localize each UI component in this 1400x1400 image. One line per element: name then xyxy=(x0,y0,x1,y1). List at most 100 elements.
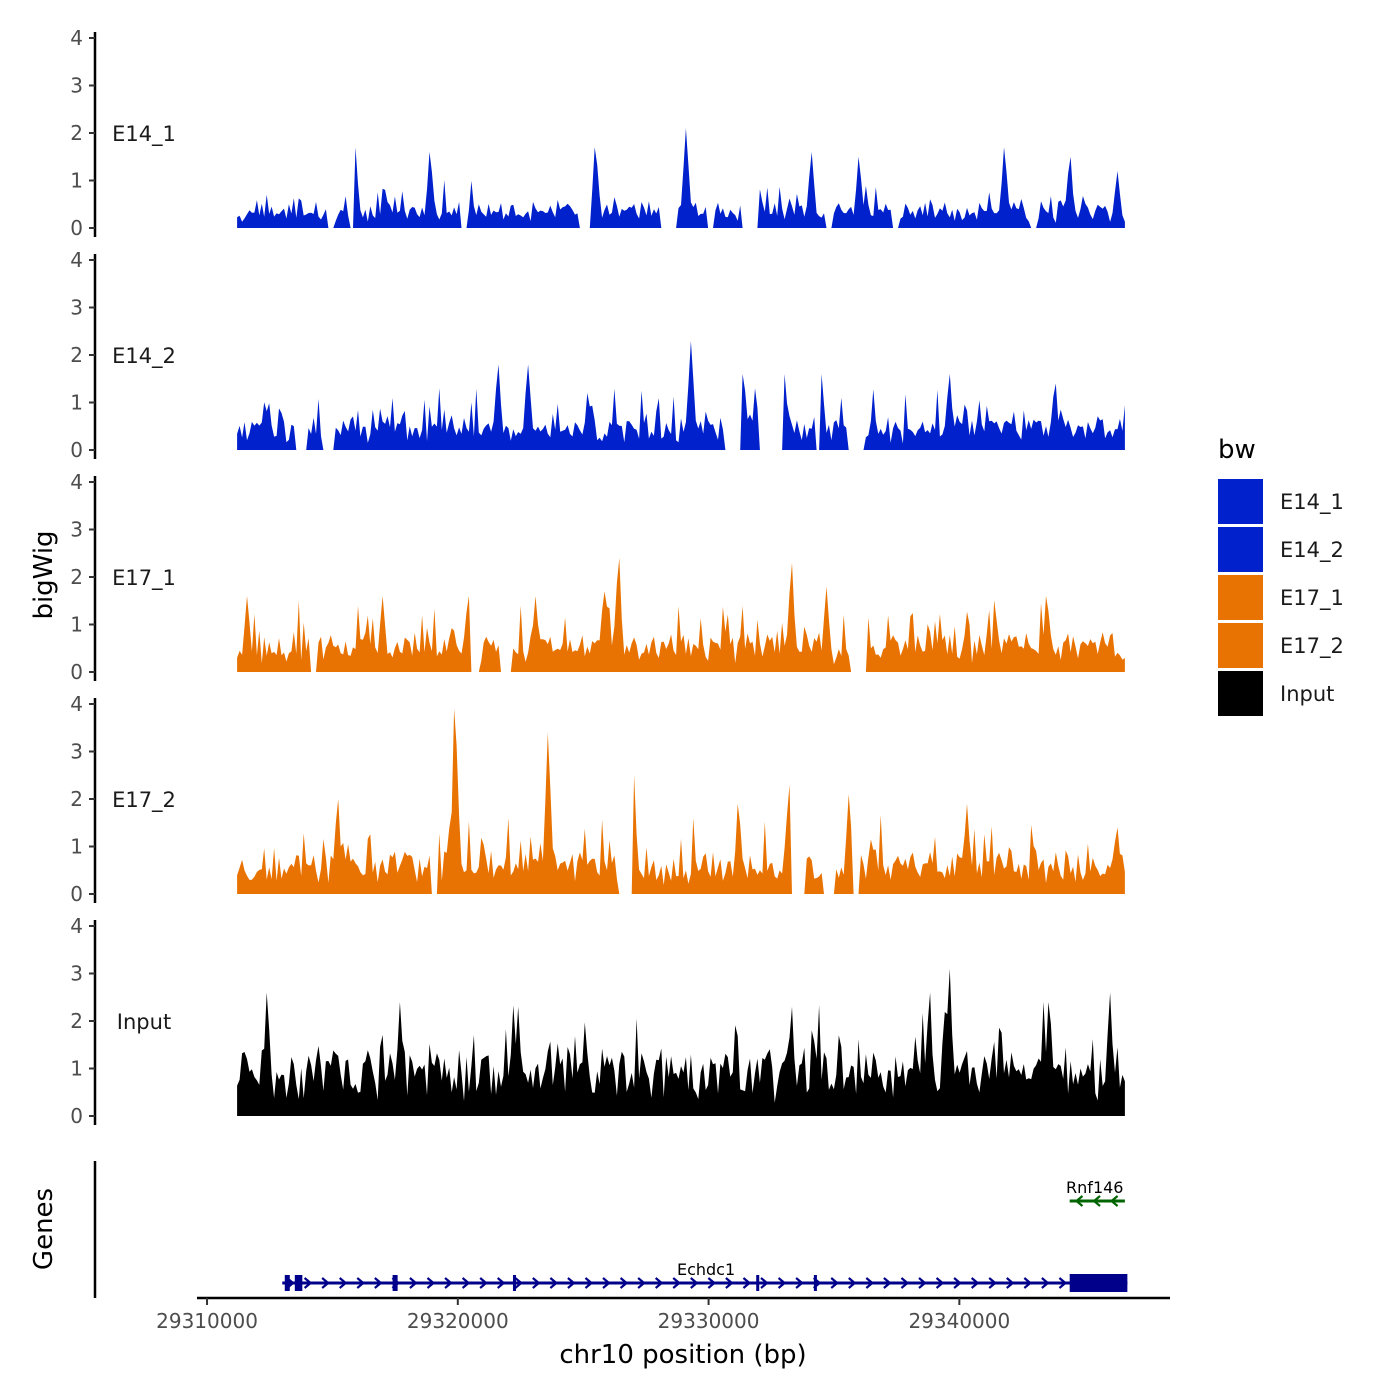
exon xyxy=(284,1275,290,1291)
strand-arrow xyxy=(777,1277,787,1289)
strand-arrow xyxy=(970,1277,980,1289)
strand-arrow xyxy=(374,1277,383,1289)
coverage-area xyxy=(237,708,1125,894)
y-tick-label: 2 xyxy=(70,121,83,145)
strand-arrow xyxy=(584,1277,594,1289)
y-tick-label: 2 xyxy=(70,343,83,367)
strand-arrow xyxy=(1023,1277,1033,1289)
legend: E14_1 E14_2 E17_1 E17_2 Input xyxy=(1218,479,1344,716)
y-tick-label: 4 xyxy=(70,692,83,716)
legend-label: E14_1 xyxy=(1280,490,1344,515)
strand-arrow xyxy=(672,1277,681,1289)
exon xyxy=(512,1275,516,1291)
track-label: E17_2 xyxy=(112,788,176,813)
legend-swatch xyxy=(1218,479,1263,524)
y-tick-label: 4 xyxy=(70,914,83,938)
coverage-area xyxy=(237,340,1125,450)
strand-arrow xyxy=(1092,1195,1101,1207)
strand-arrow xyxy=(479,1277,488,1289)
exon xyxy=(1069,1274,1128,1292)
genes-panel: Rnf146 Echdc1 xyxy=(93,1161,1128,1298)
strand-arrow xyxy=(1109,1195,1119,1207)
y-tick-label: 1 xyxy=(70,835,83,859)
legend-swatch xyxy=(1218,575,1263,620)
strand-arrow xyxy=(514,1277,523,1289)
y-tick-label: 1 xyxy=(70,1057,83,1081)
x-tick-label: 29330000 xyxy=(658,1309,760,1333)
y-tick-label: 0 xyxy=(70,216,83,240)
x-tick-label: 29310000 xyxy=(156,1309,258,1333)
legend-swatch xyxy=(1218,527,1263,572)
y-tick-label: 2 xyxy=(70,1009,83,1033)
legend-title: bw xyxy=(1218,435,1256,465)
strand-arrow xyxy=(637,1277,646,1289)
gene-rnf146: Rnf146 xyxy=(1066,1178,1125,1207)
track-label: E14_2 xyxy=(112,344,176,369)
y-tick-label: 1 xyxy=(70,613,83,637)
y-tick-label: 3 xyxy=(70,296,83,320)
strand-arrow xyxy=(338,1277,348,1289)
x-axis-title: chr10 position (bp) xyxy=(559,1340,806,1370)
strand-arrow xyxy=(532,1277,541,1289)
strand-arrow xyxy=(935,1277,945,1289)
strand-arrow xyxy=(496,1277,506,1289)
y-tick-label: 4 xyxy=(70,26,83,50)
y-tick-label: 2 xyxy=(70,565,83,589)
y-tick-label: 1 xyxy=(70,169,83,193)
strand-arrow xyxy=(1058,1277,1068,1289)
strand-arrow xyxy=(356,1277,365,1289)
track-E14_2: 0 1 2 3 4 E14_2 xyxy=(70,248,1125,462)
gene-label: Echdc1 xyxy=(677,1260,735,1279)
legend-swatch xyxy=(1218,623,1263,668)
y-tick-label: 0 xyxy=(70,1104,83,1128)
strand-arrow xyxy=(461,1277,471,1289)
y-tick-label: 3 xyxy=(70,962,83,986)
strand-arrow xyxy=(953,1277,962,1289)
strand-arrow xyxy=(760,1277,769,1289)
strand-arrow xyxy=(549,1277,559,1289)
x-tick-label: 29340000 xyxy=(908,1309,1010,1333)
x-tick-label: 29320000 xyxy=(407,1309,509,1333)
x-axis: 29310000 29320000 29330000 29340000 xyxy=(156,1296,1170,1333)
y-tick-label: 1 xyxy=(70,391,83,415)
track-label: E17_1 xyxy=(112,566,176,591)
gene-echdc1: Echdc1 xyxy=(282,1260,1128,1292)
coverage-area xyxy=(237,128,1125,228)
strand-arrow xyxy=(1006,1277,1015,1289)
gene-label: Rnf146 xyxy=(1066,1178,1123,1197)
strand-arrow xyxy=(795,1277,804,1289)
y-tick-label: 4 xyxy=(70,470,83,494)
y-tick-label: 0 xyxy=(70,438,83,462)
track-E14_1: 0 1 2 3 4 E14_1 xyxy=(70,26,1125,240)
strand-arrow xyxy=(444,1277,453,1289)
track-label: Input xyxy=(117,1010,171,1034)
strand-arrow xyxy=(865,1277,875,1289)
strand-arrow xyxy=(303,1277,313,1289)
strand-arrow xyxy=(988,1277,997,1289)
strand-arrow xyxy=(321,1277,330,1289)
strand-arrow xyxy=(409,1277,418,1289)
exon xyxy=(813,1275,817,1291)
legend-label: Input xyxy=(1280,682,1334,706)
strand-arrow xyxy=(848,1277,857,1289)
y-tick-label: 3 xyxy=(70,74,83,98)
strand-arrow xyxy=(918,1277,927,1289)
y-tick-label: 4 xyxy=(70,248,83,272)
y-tick-label: 0 xyxy=(70,660,83,684)
track-E17_1: 0 1 2 3 4 E17_1 xyxy=(70,470,1125,684)
y-axis-title: bigWig xyxy=(29,530,59,619)
legend-label: E17_2 xyxy=(1280,634,1344,659)
y-tick-label: 3 xyxy=(70,518,83,542)
y-tick-label: 3 xyxy=(70,740,83,764)
strand-arrow xyxy=(742,1277,752,1289)
legend-label: E17_1 xyxy=(1280,586,1344,611)
y-tick-label: 0 xyxy=(70,882,83,906)
strand-arrow xyxy=(1041,1277,1050,1289)
genes-axis-title: Genes xyxy=(29,1188,59,1270)
coverage-area xyxy=(237,968,1125,1116)
strand-arrow xyxy=(619,1277,629,1289)
y-tick-label: 2 xyxy=(70,787,83,811)
strand-arrow xyxy=(602,1277,611,1289)
coverage-area xyxy=(237,558,1125,672)
